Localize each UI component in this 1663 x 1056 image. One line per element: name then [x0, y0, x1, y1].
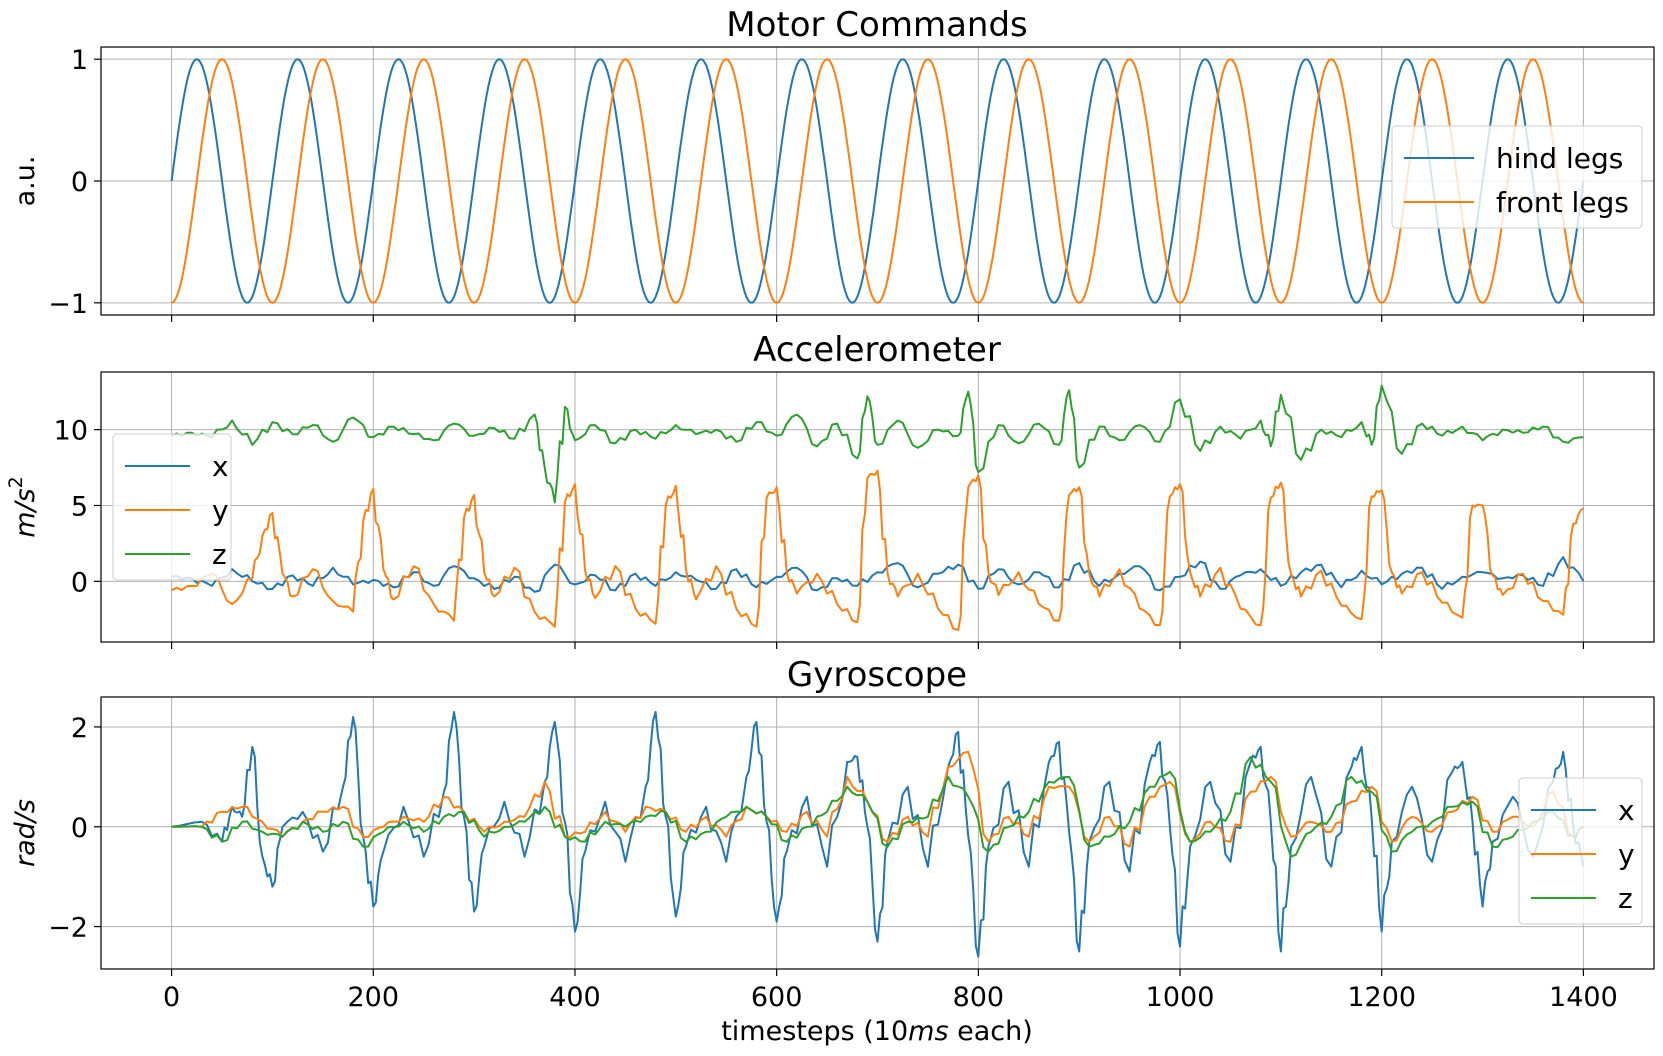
- y-tick-label: −1: [48, 289, 88, 320]
- gyroscope-ticks: 0 200 400 600 800 1000 1200 1400 2 0 −2: [48, 713, 1618, 1013]
- x-tick-label: 1200: [1347, 982, 1416, 1013]
- y-tick-label: 0: [71, 813, 88, 844]
- y-tick-label: 1: [71, 45, 88, 76]
- accelerometer-axes-frame: [100, 371, 1655, 643]
- gyroscope-grid: [101, 697, 1654, 969]
- legend-label: x: [1618, 794, 1635, 827]
- accelerometer-panel: 10 5 0 Accelerometer m/s2 xyz: [5, 330, 1655, 649]
- series-line-hind-legs: [170, 58, 1585, 304]
- x-axis-label-pre: timesteps (10: [721, 1016, 908, 1047]
- y-tick-label: 10: [54, 416, 88, 447]
- gyroscope-legend: xyz: [1518, 777, 1643, 925]
- gyroscope-axes-frame: [100, 696, 1655, 970]
- motor-commands-panel: 1 0 −1 Motor Commands a.u. hind legs front …: [10, 5, 1655, 322]
- x-tick-label: 400: [549, 982, 601, 1013]
- x-axis-label: timesteps (10ms each): [721, 1016, 1033, 1047]
- motor-commands-series: [170, 58, 1585, 304]
- y-tick-label: 0: [71, 567, 88, 598]
- accelerometer-series: [171, 384, 1585, 631]
- series-line-z: [171, 384, 1584, 504]
- series-line-y: [171, 750, 1584, 848]
- y-tick-label: 0: [71, 167, 88, 198]
- legend-label: x: [212, 450, 229, 483]
- gyroscope-series: [171, 711, 1585, 958]
- accelerometer-ylabel: m/s2: [5, 476, 41, 538]
- series-line-y: [171, 469, 1584, 631]
- motor-commands-legend: hind legs front legs: [1391, 125, 1643, 229]
- accelerometer-ticks: 10 5 0: [54, 416, 1585, 649]
- legend-label: y: [212, 494, 229, 527]
- x-tick-label: 1400: [1549, 982, 1618, 1013]
- y-tick-label: 2: [71, 713, 88, 744]
- series-line-front-legs: [171, 58, 1584, 304]
- gyroscope-ylabel: rad/s: [10, 799, 41, 867]
- legend-label: hind legs: [1496, 142, 1623, 175]
- accelerometer-title: Accelerometer: [753, 330, 1001, 370]
- x-axis-label-unit: ms: [908, 1016, 948, 1047]
- legend-box: [112, 433, 232, 581]
- x-tick-label: 800: [953, 982, 1005, 1013]
- accelerometer-legend: xyz: [112, 433, 232, 581]
- x-tick-label: 200: [348, 982, 400, 1013]
- x-tick-label: 1000: [1146, 982, 1215, 1013]
- motor-commands-ylabel: a.u.: [10, 156, 41, 207]
- x-tick-label: 0: [163, 982, 180, 1013]
- series-line-z: [171, 755, 1584, 858]
- accelerometer-ylabel-base: m/s: [10, 488, 41, 537]
- x-tick-label: 600: [751, 982, 803, 1013]
- motor-commands-ticks: 1 0 −1: [48, 45, 1585, 322]
- accelerometer-ylabel-exponent: 2: [5, 476, 27, 488]
- gyroscope-title: Gyroscope: [787, 655, 967, 695]
- y-tick-label: −2: [48, 913, 88, 944]
- legend-box: [1518, 777, 1643, 925]
- legend-label: z: [1618, 882, 1633, 915]
- legend-label: front legs: [1496, 186, 1629, 219]
- legend-label: y: [1618, 838, 1635, 871]
- y-tick-label: 5: [71, 491, 88, 522]
- legend-label: z: [212, 538, 227, 571]
- x-axis-label-post: each): [949, 1016, 1033, 1047]
- motor-commands-title: Motor Commands: [726, 5, 1028, 45]
